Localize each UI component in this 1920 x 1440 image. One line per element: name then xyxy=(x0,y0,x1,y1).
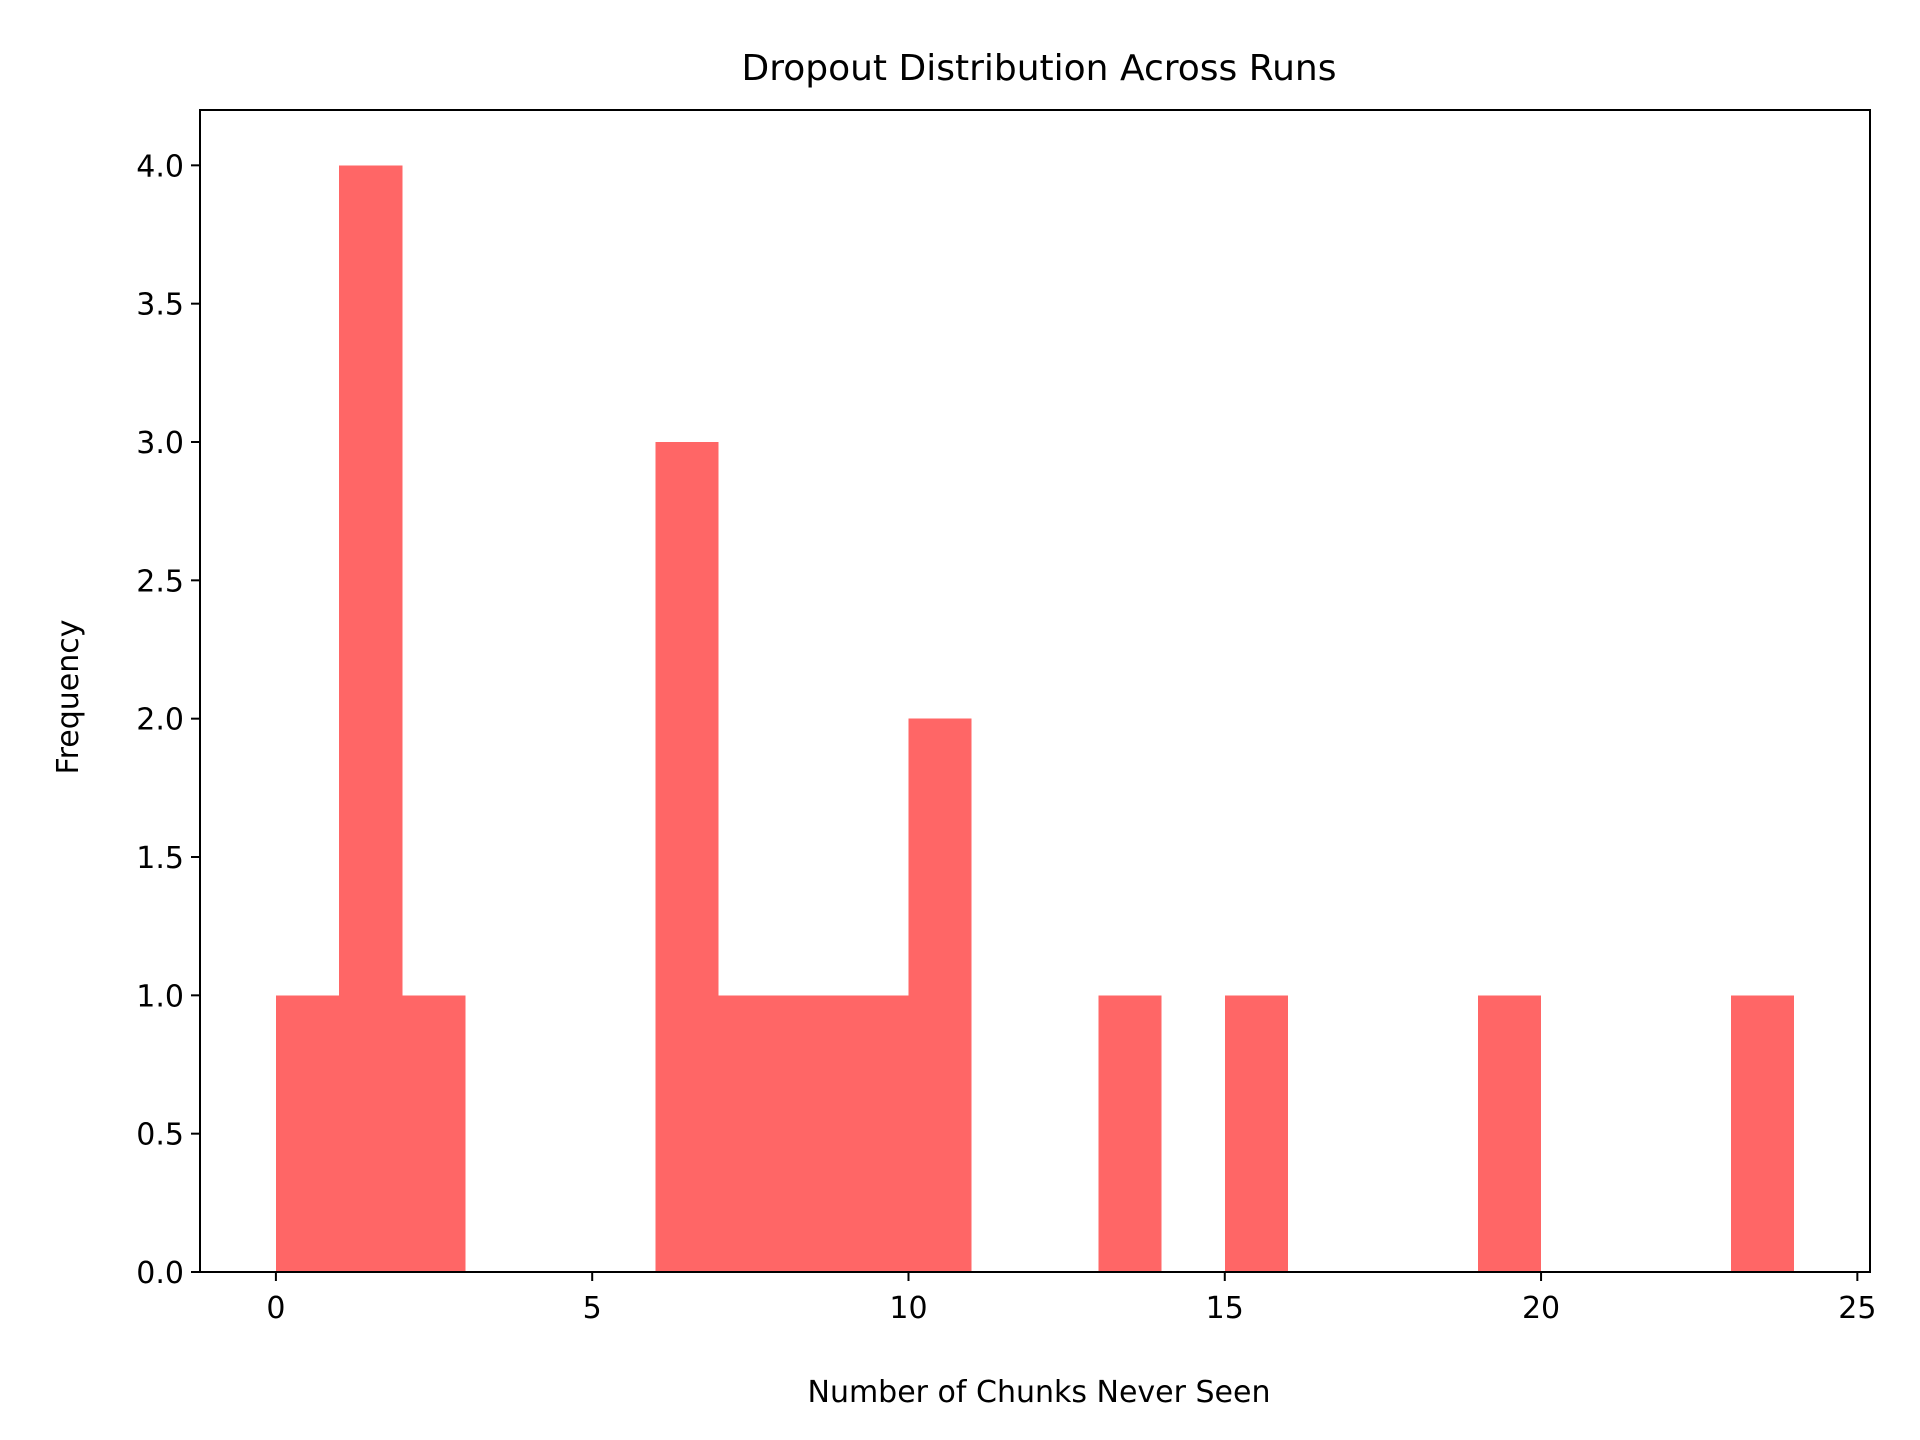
y-axis: 0.0 0.5 1.0 1.5 2.0 2.5 3.0 3.5 4.0 xyxy=(136,149,200,1291)
y-tick-label: 3.0 xyxy=(136,426,184,461)
histogram-bar-8-9 xyxy=(781,995,846,1272)
y-tick-label: 1.0 xyxy=(136,979,184,1014)
histogram-bar-15-16 xyxy=(1224,995,1289,1272)
x-tick-label: 15 xyxy=(1206,1291,1244,1326)
histogram-bar-6-7 xyxy=(655,442,719,1272)
histogram-bar-7-8 xyxy=(718,995,782,1272)
histogram-bar-23-24 xyxy=(1730,995,1795,1272)
histogram-bar-1-2 xyxy=(339,165,403,1272)
histogram-bar-0-1 xyxy=(275,995,340,1272)
chart-title: Dropout Distribution Across Runs xyxy=(741,48,1336,89)
histogram-bar-13-14 xyxy=(1098,995,1162,1272)
x-tick-label: 0 xyxy=(266,1291,285,1326)
histogram-bar-19-20 xyxy=(1477,995,1542,1272)
x-tick-label: 10 xyxy=(889,1291,927,1326)
y-tick-label: 3.5 xyxy=(136,288,184,323)
histogram-bar-2-3 xyxy=(402,995,466,1272)
plot-frame xyxy=(199,109,1871,1273)
histogram-bar-9-10 xyxy=(845,995,909,1272)
bars-group xyxy=(275,165,1795,1272)
x-tick-label: 25 xyxy=(1838,1291,1876,1326)
x-tick-label: 20 xyxy=(1522,1291,1560,1326)
y-axis-label: Frequency xyxy=(51,620,86,775)
y-tick-label: 2.0 xyxy=(136,703,184,738)
y-tick-label: 0.5 xyxy=(136,1118,184,1153)
x-tick-label: 5 xyxy=(583,1291,602,1326)
y-tick-label: 0.0 xyxy=(136,1256,184,1291)
x-axis-label: Number of Chunks Never Seen xyxy=(808,1375,1271,1410)
y-tick-label: 2.5 xyxy=(136,564,184,599)
histogram-bar-10-11 xyxy=(908,718,972,1272)
y-tick-label: 1.5 xyxy=(136,841,184,876)
x-axis: 0 5 10 15 20 25 xyxy=(266,1272,1876,1326)
y-tick-label: 4.0 xyxy=(136,149,184,184)
